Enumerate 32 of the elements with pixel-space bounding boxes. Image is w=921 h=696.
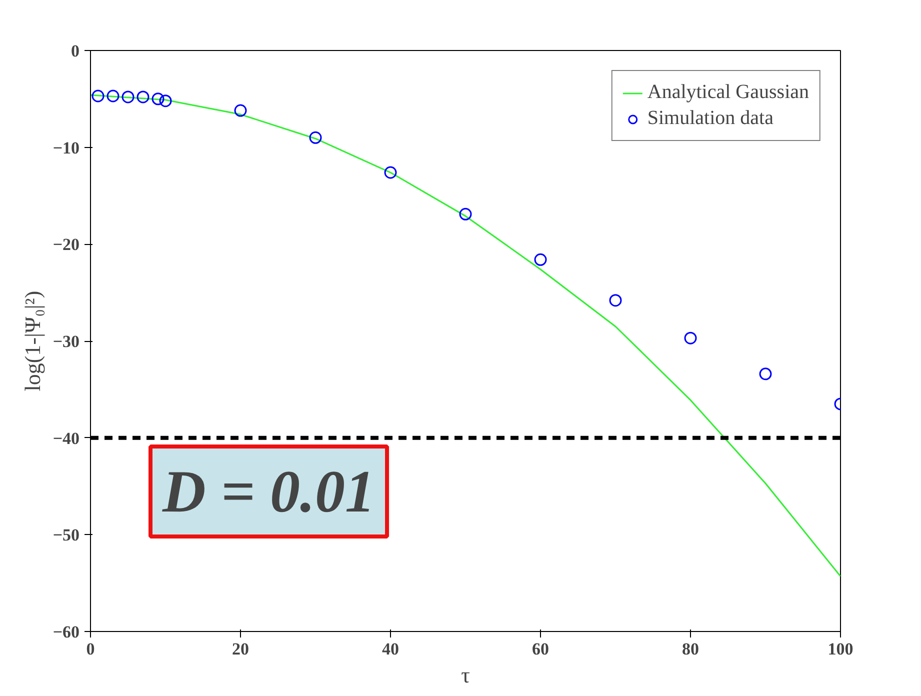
y-tick-label: −40 <box>52 428 80 448</box>
x-tick-label: 20 <box>232 640 249 658</box>
point <box>459 208 472 220</box>
point <box>152 92 164 106</box>
annotation: D = 0.01 <box>162 458 376 524</box>
y-axis-title: log(1-|Ψ₀|²) <box>20 290 45 392</box>
point <box>106 90 120 102</box>
point <box>684 332 697 344</box>
point <box>384 166 397 179</box>
y-tick-label: −30 <box>52 332 80 351</box>
point <box>159 94 172 108</box>
y-tick-label: −10 <box>52 138 80 158</box>
point <box>136 90 150 104</box>
y-tick-label: −50 <box>52 526 80 545</box>
legend-label: Analytical Gaussian <box>647 81 809 104</box>
point <box>759 368 772 380</box>
y-tick-label: −60 <box>52 622 80 642</box>
point <box>309 131 322 144</box>
y-tick-label: 0 <box>71 42 80 60</box>
x-axis-title: τ <box>461 662 470 688</box>
x-tick-label: 60 <box>532 640 549 658</box>
point <box>609 294 622 307</box>
y-tick-label: −20 <box>52 235 80 254</box>
point <box>534 253 547 266</box>
point <box>122 90 134 104</box>
point <box>92 90 104 102</box>
point <box>234 104 247 117</box>
x-tick-label: 100 <box>828 640 854 658</box>
x-tick-label: 0 <box>86 640 95 658</box>
x-tick-label: 80 <box>682 640 699 658</box>
legend-label: Simulation data <box>647 107 774 130</box>
x-tick-label: 40 <box>382 640 399 658</box>
